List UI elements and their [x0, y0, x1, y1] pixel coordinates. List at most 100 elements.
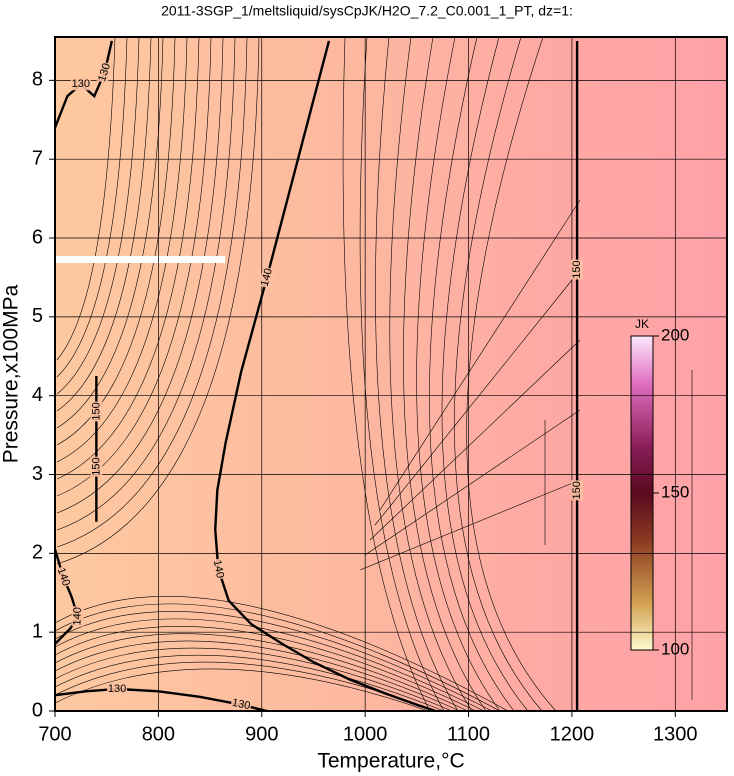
chart-title: 2011-3SGP_1/meltsliquid/sysCpJK/H2O_7.2_…: [161, 3, 573, 19]
x-tick-label: 1200: [550, 723, 595, 745]
colorbar: [630, 335, 654, 651]
thin-line: [54, 668, 429, 712]
contour-label: 150: [90, 402, 102, 420]
thin-line: [359, 479, 581, 571]
contour-label-bg: [70, 78, 91, 91]
x-tick-label: 1000: [343, 723, 388, 745]
contour-label-group: 150: [90, 401, 103, 422]
contour-label-group: 130: [70, 78, 91, 91]
thin-line: [429, 36, 515, 712]
thin-line: [56, 36, 188, 463]
thin-line: [54, 640, 461, 712]
thin-line: [54, 647, 453, 712]
thin-line: [454, 36, 543, 712]
colorbar-tick-label: 150: [661, 482, 689, 501]
contour-label-bg: [90, 456, 103, 477]
contour-label: 150: [571, 260, 583, 278]
thin-line: [379, 199, 581, 511]
y-tick-label: 1: [32, 620, 43, 642]
thin-line: [56, 36, 260, 565]
thin-line: [375, 36, 459, 712]
contour-label-group: 150: [90, 456, 103, 477]
contour-label-bg: [571, 259, 584, 280]
thin-line: [342, 36, 431, 712]
thin-line: [364, 409, 581, 556]
colorbar-tick-label: 200: [661, 325, 689, 344]
colorbar-tick-label: 100: [661, 639, 689, 658]
contour-label: 140: [71, 607, 84, 626]
thin-line: [56, 36, 152, 412]
y-tick-label: 6: [32, 226, 43, 248]
contour-label: 140: [211, 559, 226, 579]
thin-line: [54, 596, 509, 712]
contour-label-group: 150: [571, 259, 584, 280]
contour-label-group: 130: [230, 696, 253, 713]
contour-label: 150: [571, 481, 583, 499]
y-tick-label: 4: [32, 384, 43, 406]
contour-label-bg: [54, 565, 73, 589]
plot-frame: [54, 36, 728, 712]
thin-line: [389, 36, 473, 712]
white-bar: [55, 256, 225, 263]
thin-line: [416, 36, 501, 712]
x-tick-label: 1300: [653, 723, 698, 745]
thin-line: [54, 626, 477, 712]
y-tick-label: 0: [32, 699, 43, 721]
contour-label: 140: [259, 267, 275, 288]
thin-contours: [54, 36, 693, 712]
contour-label: 140: [55, 566, 72, 587]
contour-label: 150: [90, 457, 102, 475]
contour-label-group: 140: [258, 266, 276, 289]
thin-line: [56, 36, 116, 361]
y-tick-label: 2: [32, 542, 43, 564]
y-tick-label: 3: [32, 463, 43, 485]
thin-line: [56, 36, 140, 395]
x-tick-label: 700: [38, 723, 71, 745]
thin-line: [466, 36, 557, 712]
thin-line: [56, 36, 236, 531]
thin-line: [54, 611, 493, 712]
contour-label-group: 130: [107, 682, 128, 695]
x-axis-label: Temperature,°C: [317, 750, 464, 773]
colorbar-label: JK: [635, 317, 649, 331]
contour-label-bg: [71, 606, 85, 627]
x-tick-label: 800: [142, 723, 175, 745]
y-axis-label: Pressure,x100MPa: [0, 284, 23, 463]
thin-line: [56, 36, 176, 446]
contour-label-bg: [258, 266, 276, 289]
thin-line: [369, 339, 581, 541]
contour-label-group: 140: [210, 558, 227, 581]
thin-line: [359, 36, 445, 712]
thin-line: [403, 36, 487, 712]
contour-label-group: 140: [71, 606, 85, 627]
contour-label: 130: [108, 683, 126, 695]
x-tick-label: 900: [245, 723, 278, 745]
contour-label-bg: [90, 401, 103, 422]
x-tick-label: 1100: [447, 723, 490, 745]
contour-label-bg: [210, 558, 227, 581]
plot-background: [55, 37, 727, 711]
contour-label: 130: [72, 78, 90, 90]
contour-line: [214, 40, 436, 713]
contour-label-group: 140: [54, 565, 73, 589]
contour-label-bg: [571, 480, 584, 501]
thin-line: [56, 36, 164, 429]
contour-label-bg: [230, 696, 253, 713]
contour-label-group: 150: [571, 480, 584, 501]
y-tick-label: 8: [32, 69, 43, 91]
thin-line: [54, 633, 469, 712]
thin-line: [54, 654, 445, 712]
contour-label-bg: [95, 61, 114, 84]
contour-label: 130: [96, 62, 113, 83]
thin-line: [56, 36, 224, 514]
thin-line: [54, 618, 485, 712]
contour-label-group: 130: [95, 61, 114, 84]
thin-line: [56, 36, 248, 548]
contour-label-bg: [107, 682, 128, 695]
y-tick-label: 5: [32, 305, 43, 327]
y-tick-label: 7: [32, 147, 43, 169]
contour-label: 130: [231, 697, 251, 713]
thin-line: [374, 269, 581, 526]
thin-line: [56, 36, 200, 480]
